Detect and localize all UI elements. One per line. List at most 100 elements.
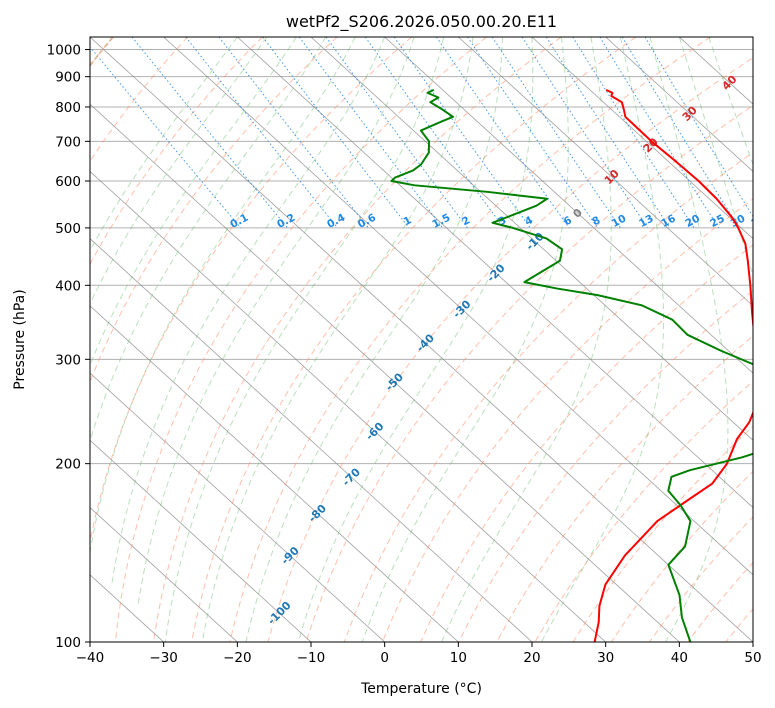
chart-title: wetPf2_S206.2026.050.00.20.E11 — [286, 12, 557, 32]
moist-adiabat — [678, 37, 753, 278]
isotherm-line — [458, 37, 753, 307]
dry-adiabat — [687, 561, 753, 642]
sounding-series — [390, 88, 753, 642]
y-tick-label: 1000 — [47, 43, 81, 59]
moist-adiabat — [201, 37, 474, 642]
mixing-ratio-label: 10 — [610, 213, 629, 230]
dry-adiabat — [305, 104, 753, 642]
mixing-ratio-label: 4 — [523, 214, 535, 228]
isotherm-line — [90, 238, 533, 642]
mixing-ratio-line — [545, 37, 671, 229]
moist-adiabat — [137, 37, 415, 607]
y-tick-label: 900 — [55, 70, 81, 86]
dry-adiabat — [90, 37, 338, 384]
mixing-ratio-line — [644, 37, 753, 218]
mixing-ratio-line — [572, 37, 695, 229]
x-tick-label: −10 — [297, 650, 326, 666]
y-tick-label: 800 — [55, 100, 81, 116]
isotherm-line — [531, 37, 753, 240]
mixing-ratio-line — [393, 37, 531, 229]
dry-adiabat — [725, 608, 753, 642]
isotherm-line — [90, 439, 312, 642]
mixing-ratio-line — [436, 37, 570, 229]
x-tick-label: 20 — [523, 650, 540, 666]
mixing-ratio-line — [185, 37, 338, 229]
mixing-ratio-line — [621, 37, 740, 229]
mixing-ratio-line — [467, 37, 599, 229]
dry-adiabat — [90, 37, 413, 545]
moist-adiabat — [708, 37, 753, 166]
y-tick-label: 700 — [55, 134, 81, 150]
mixing-ratio-label: 25 — [708, 213, 727, 230]
x-tick-label: 40 — [671, 650, 688, 666]
mixing-ratio-line — [521, 37, 649, 229]
dry-adiabat — [343, 151, 753, 642]
dry-adiabat — [152, 37, 562, 642]
dry-adiabat — [764, 37, 775, 642]
moist-adiabat — [90, 37, 268, 305]
mixing-ratio-label: 20 — [683, 213, 702, 230]
dry-adiabat — [114, 37, 487, 642]
axes: −40 −30 −20 −10 0 10 20 30 40 50 100 200 300 400 500 60… — [47, 43, 762, 666]
isotherm-line — [90, 507, 238, 642]
dry-adiabat — [649, 516, 753, 642]
y-tick-label: 500 — [55, 221, 81, 237]
x-tick-label: −30 — [149, 650, 178, 666]
dry-adiabat — [229, 37, 711, 642]
isotherm-line — [90, 305, 459, 642]
dry-adiabat — [191, 37, 637, 642]
mixing-ratio-label: 1 — [402, 214, 414, 228]
x-tick-label: 0 — [380, 650, 389, 666]
x-axis-label: Temperature (°C) — [360, 681, 482, 697]
isotherm-line — [90, 372, 385, 642]
mixing-ratio-line — [262, 37, 410, 229]
isotherm-line — [163, 37, 753, 576]
mixing-ratio-line — [364, 37, 505, 229]
moist-adiabat — [245, 37, 504, 642]
isotherm-line — [90, 37, 753, 642]
x-tick-label: 50 — [744, 650, 761, 666]
x-tick-label: 30 — [597, 650, 614, 666]
mixing-ratio-line — [599, 37, 720, 229]
isotherm-line — [310, 37, 753, 441]
moist-adiabat — [361, 37, 569, 642]
x-tick-label: −20 — [223, 650, 252, 666]
mixing-ratio-label: 2 — [460, 214, 472, 228]
y-tick-label: 200 — [55, 457, 81, 473]
mixing-ratio-line — [218, 37, 369, 229]
dry-adiabat — [267, 57, 753, 642]
isotherm-line — [384, 37, 753, 374]
moist-adiabat — [540, 37, 665, 642]
mixing-ratio-line — [131, 37, 288, 229]
dry-adiabat — [90, 37, 189, 163]
isotherm-line — [752, 37, 753, 38]
moist-adiabat — [297, 37, 534, 642]
mixing-ratio-label: 13 — [637, 213, 656, 230]
x-tick-label: 10 — [450, 650, 467, 666]
isotherm-line — [605, 37, 753, 172]
mixing-ratio-line — [90, 46, 242, 229]
moist-adiabat — [111, 37, 386, 585]
moist-adiabat — [441, 37, 612, 642]
y-tick-label: 400 — [55, 278, 81, 294]
isotherm-line — [90, 103, 680, 642]
temperature-profile-line — [593, 88, 753, 642]
background-lines — [90, 37, 775, 642]
moist-adiabat — [90, 37, 356, 556]
isotherm-line — [90, 170, 606, 642]
mixing-ratio-line — [325, 37, 468, 229]
mixing-ratio-label: 6 — [562, 214, 574, 228]
mixing-ratio-label: 36 — [749, 213, 768, 230]
dewpoint-profile-line — [390, 88, 753, 642]
plot-frame — [89, 36, 754, 643]
y-tick-label: 600 — [55, 174, 81, 190]
dry-adiabat — [90, 37, 263, 266]
mixing-ratio-line — [491, 37, 621, 229]
y-tick-label: 300 — [55, 352, 81, 368]
moist-adiabat — [649, 37, 729, 642]
x-tick-label: −40 — [76, 650, 105, 666]
isotherm-label: -100 — [265, 599, 294, 628]
y-axis-label: Pressure (hPa) — [12, 289, 28, 389]
moist-adiabat — [90, 37, 238, 252]
